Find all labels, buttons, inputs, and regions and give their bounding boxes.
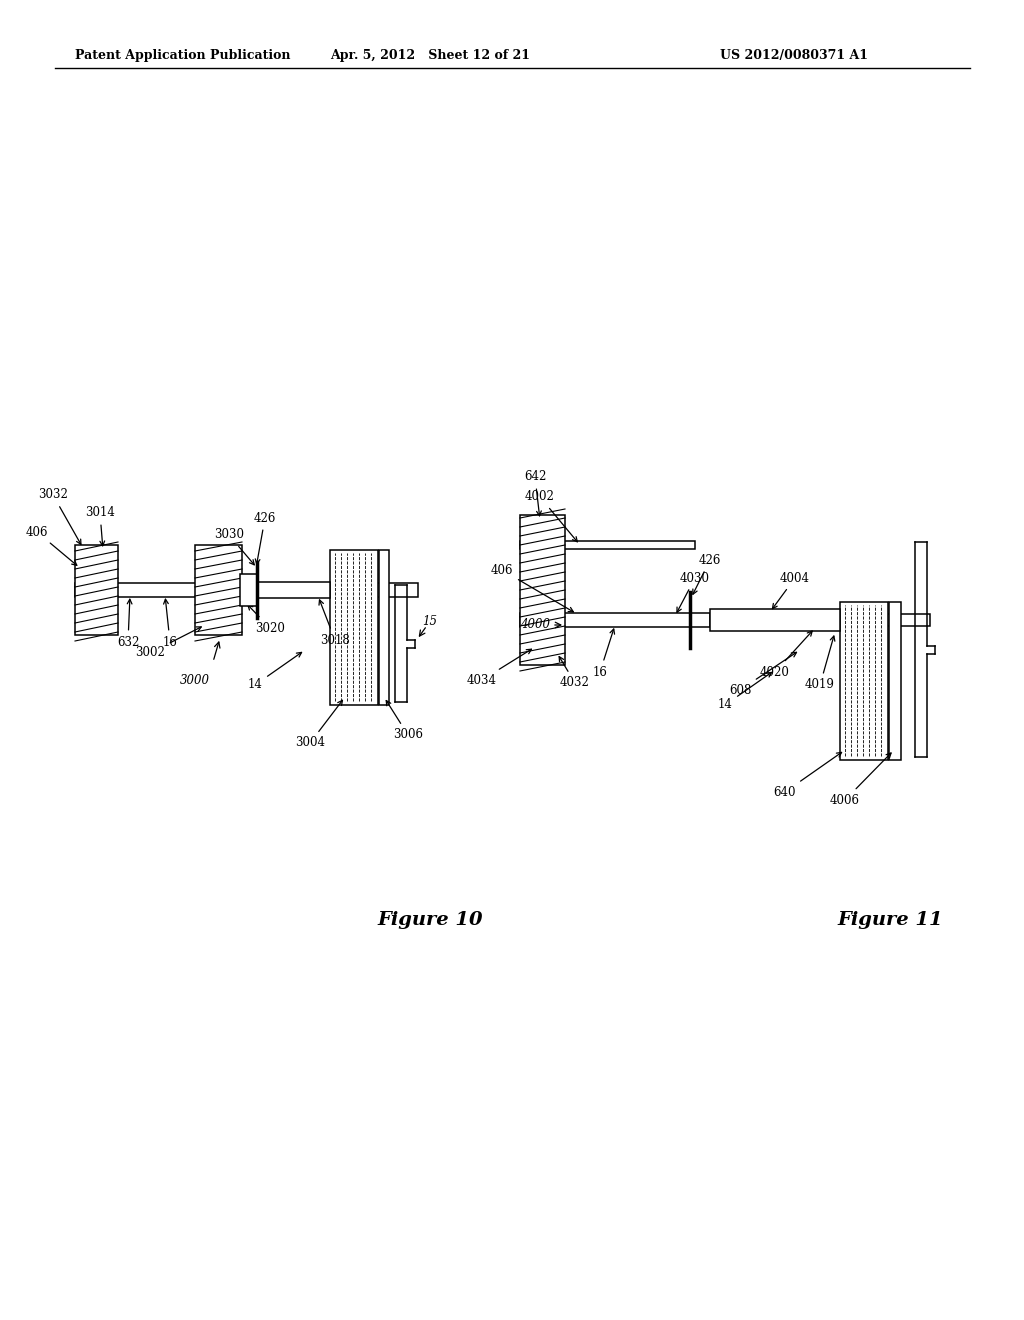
Text: 3032: 3032 bbox=[38, 488, 81, 544]
Text: 14: 14 bbox=[718, 672, 771, 711]
Bar bbox=[889, 602, 901, 760]
Text: 4002: 4002 bbox=[525, 491, 578, 541]
Text: 406: 406 bbox=[26, 525, 77, 565]
Bar bbox=[255, 582, 330, 598]
Text: 608: 608 bbox=[729, 652, 797, 697]
Text: Figure 10: Figure 10 bbox=[377, 911, 482, 929]
Text: Figure 11: Figure 11 bbox=[838, 911, 943, 929]
Text: 4020: 4020 bbox=[760, 631, 812, 678]
Bar bbox=[520, 541, 695, 549]
Text: 426: 426 bbox=[254, 511, 276, 564]
Text: 15: 15 bbox=[423, 615, 437, 628]
Text: 3014: 3014 bbox=[85, 507, 115, 546]
Text: 4000: 4000 bbox=[520, 619, 550, 631]
Bar bbox=[195, 545, 242, 635]
Text: 3006: 3006 bbox=[386, 701, 423, 742]
Text: 16: 16 bbox=[163, 599, 177, 648]
Text: 3004: 3004 bbox=[295, 701, 342, 750]
Text: 4034: 4034 bbox=[467, 649, 531, 686]
Bar bbox=[520, 515, 565, 665]
Text: 4030: 4030 bbox=[677, 572, 710, 612]
Text: 4032: 4032 bbox=[559, 656, 590, 689]
Text: 3030: 3030 bbox=[214, 528, 254, 565]
Text: 14: 14 bbox=[248, 652, 302, 692]
Bar bbox=[710, 614, 930, 626]
Bar bbox=[710, 609, 840, 631]
Bar bbox=[75, 583, 240, 597]
Bar bbox=[330, 550, 378, 705]
Bar bbox=[520, 612, 710, 627]
Text: Apr. 5, 2012   Sheet 12 of 21: Apr. 5, 2012 Sheet 12 of 21 bbox=[330, 49, 530, 62]
Text: 632: 632 bbox=[117, 599, 139, 648]
Text: 3002: 3002 bbox=[135, 627, 202, 660]
Text: 406: 406 bbox=[490, 564, 573, 612]
Text: Patent Application Publication: Patent Application Publication bbox=[75, 49, 291, 62]
Text: US 2012/0080371 A1: US 2012/0080371 A1 bbox=[720, 49, 868, 62]
Bar bbox=[75, 545, 118, 635]
Text: 3018: 3018 bbox=[319, 599, 350, 647]
Text: 16: 16 bbox=[593, 630, 614, 678]
Text: 3020: 3020 bbox=[248, 605, 285, 635]
Bar bbox=[255, 583, 418, 597]
Bar bbox=[840, 602, 888, 760]
Text: 4004: 4004 bbox=[772, 572, 810, 609]
Text: 4019: 4019 bbox=[805, 636, 835, 692]
Text: 4006: 4006 bbox=[830, 752, 891, 807]
Bar bbox=[379, 550, 389, 705]
Bar bbox=[240, 574, 257, 606]
Text: 642: 642 bbox=[524, 470, 546, 516]
Text: 426: 426 bbox=[693, 553, 721, 594]
Text: 640: 640 bbox=[774, 752, 842, 799]
Text: 3000: 3000 bbox=[180, 673, 210, 686]
